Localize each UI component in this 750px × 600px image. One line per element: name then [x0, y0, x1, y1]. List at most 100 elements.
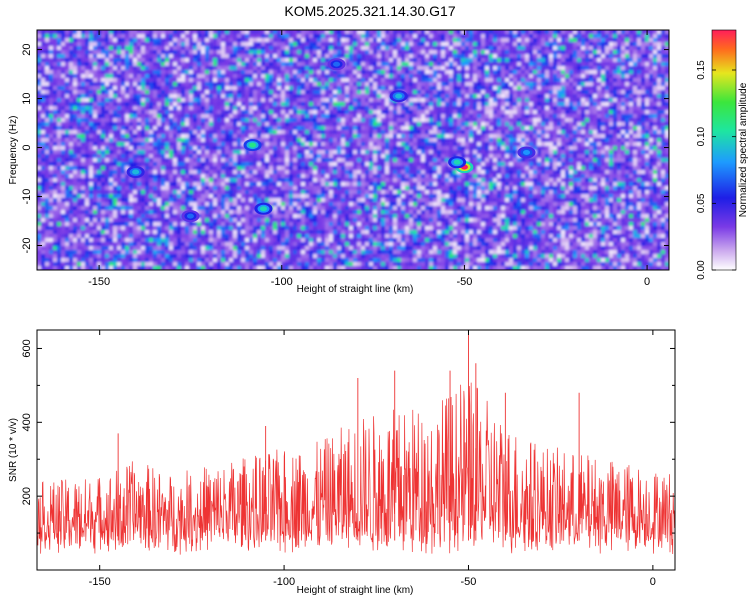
heatmap-cell [309, 62, 313, 66]
heatmap-cell [365, 90, 369, 94]
heatmap-cell [141, 70, 145, 74]
heatmap-cell [93, 62, 97, 66]
heatmap-cell [569, 50, 573, 54]
heatmap-cell [273, 50, 277, 54]
heatmap-cell [645, 94, 649, 98]
heatmap-cell [345, 102, 349, 106]
heatmap-cell [233, 118, 237, 122]
heatmap-cell [341, 118, 345, 122]
heatmap-cell [437, 38, 441, 42]
heatmap-cell [317, 102, 321, 106]
heatmap-cell [521, 126, 525, 130]
heatmap-cell [553, 138, 557, 142]
heatmap-cell [205, 78, 209, 82]
heatmap-cell [173, 30, 177, 34]
heatmap-cell [565, 42, 569, 46]
heatmap-cell [301, 114, 305, 118]
heatmap-cell [617, 130, 621, 134]
heatmap-cell [213, 118, 217, 122]
heatmap-cell [93, 82, 97, 86]
heatmap-cell [481, 150, 485, 154]
heatmap-cell [653, 78, 657, 82]
heatmap-cell [457, 62, 461, 66]
heatmap-cell [253, 110, 257, 114]
heatmap-cell [137, 102, 141, 106]
heatmap-cell [297, 62, 301, 66]
heatmap-cell [421, 54, 425, 58]
heatmap-cell [189, 78, 193, 82]
heatmap-cell [473, 102, 477, 106]
heatmap-cell [393, 118, 397, 122]
heatmap-cell [537, 70, 541, 74]
heatmap-cell [321, 66, 325, 70]
heatmap-cell [493, 122, 497, 126]
heatmap-cell [569, 130, 573, 134]
heatmap-cell [417, 78, 421, 82]
heatmap-cell [577, 66, 581, 70]
heatmap-cell [297, 150, 301, 154]
heatmap-cell [449, 78, 453, 82]
heatmap-cell [113, 142, 117, 146]
heatmap-cell [357, 110, 361, 114]
heatmap-cell [525, 126, 529, 130]
heatmap-cell [505, 142, 509, 146]
heatmap-cell [453, 94, 457, 98]
heatmap-cell [557, 138, 561, 142]
heatmap-cell [401, 50, 405, 54]
heatmap-cell [41, 154, 45, 158]
heatmap-cell [529, 78, 533, 82]
heatmap-cell [245, 150, 249, 154]
heatmap-cell [497, 114, 501, 118]
heatmap-cell [249, 110, 253, 114]
heatmap-cell [97, 74, 101, 78]
heatmap-cell [145, 150, 149, 154]
heatmap-cell [137, 110, 141, 114]
heatmap-cell [589, 118, 593, 122]
heatmap-cell [309, 110, 313, 114]
heatmap-cell [109, 110, 113, 114]
heatmap-cell [141, 114, 145, 118]
heatmap-cell [293, 146, 297, 150]
heatmap-cell [337, 70, 341, 74]
heatmap-cell [209, 98, 213, 102]
heatmap-cell [437, 74, 441, 78]
heatmap-cell [121, 58, 125, 62]
heatmap-cell [45, 86, 49, 90]
heatmap-cell [113, 90, 117, 94]
heatmap-cell [237, 154, 241, 158]
heatmap-cell [577, 34, 581, 38]
heatmap-cell [117, 142, 121, 146]
heatmap-cell [97, 38, 101, 42]
heatmap-cell [385, 94, 389, 98]
heatmap-cell [113, 34, 117, 38]
heatmap-cell [225, 62, 229, 66]
heatmap-cell [221, 58, 225, 62]
heatmap-cell [277, 90, 281, 94]
heatmap-cell [61, 34, 65, 38]
heatmap-cell [97, 34, 101, 38]
heatmap-cell [121, 66, 125, 70]
heatmap-cell [541, 86, 545, 90]
heatmap-cell [349, 82, 353, 86]
heatmap-cell [393, 130, 397, 134]
heatmap-cell [181, 30, 185, 34]
heatmap-cell [417, 146, 421, 150]
heatmap-cell [429, 86, 433, 90]
heatmap-cell [201, 70, 205, 74]
heatmap-cell [185, 66, 189, 70]
heatmap-cell [665, 150, 669, 154]
heatmap-cell [617, 74, 621, 78]
heatmap-cell [317, 118, 321, 122]
heatmap-cell [185, 146, 189, 150]
heatmap-cell [73, 90, 77, 94]
heatmap-cell [261, 86, 265, 90]
heatmap-cell [597, 106, 601, 110]
heatmap-cell [105, 150, 109, 154]
heatmap-cell [213, 38, 217, 42]
heatmap-cell [45, 138, 49, 142]
heatmap-cell [93, 130, 97, 134]
heatmap-cell [425, 138, 429, 142]
heatmap-cell [445, 134, 449, 138]
heatmap-cell [325, 42, 329, 46]
